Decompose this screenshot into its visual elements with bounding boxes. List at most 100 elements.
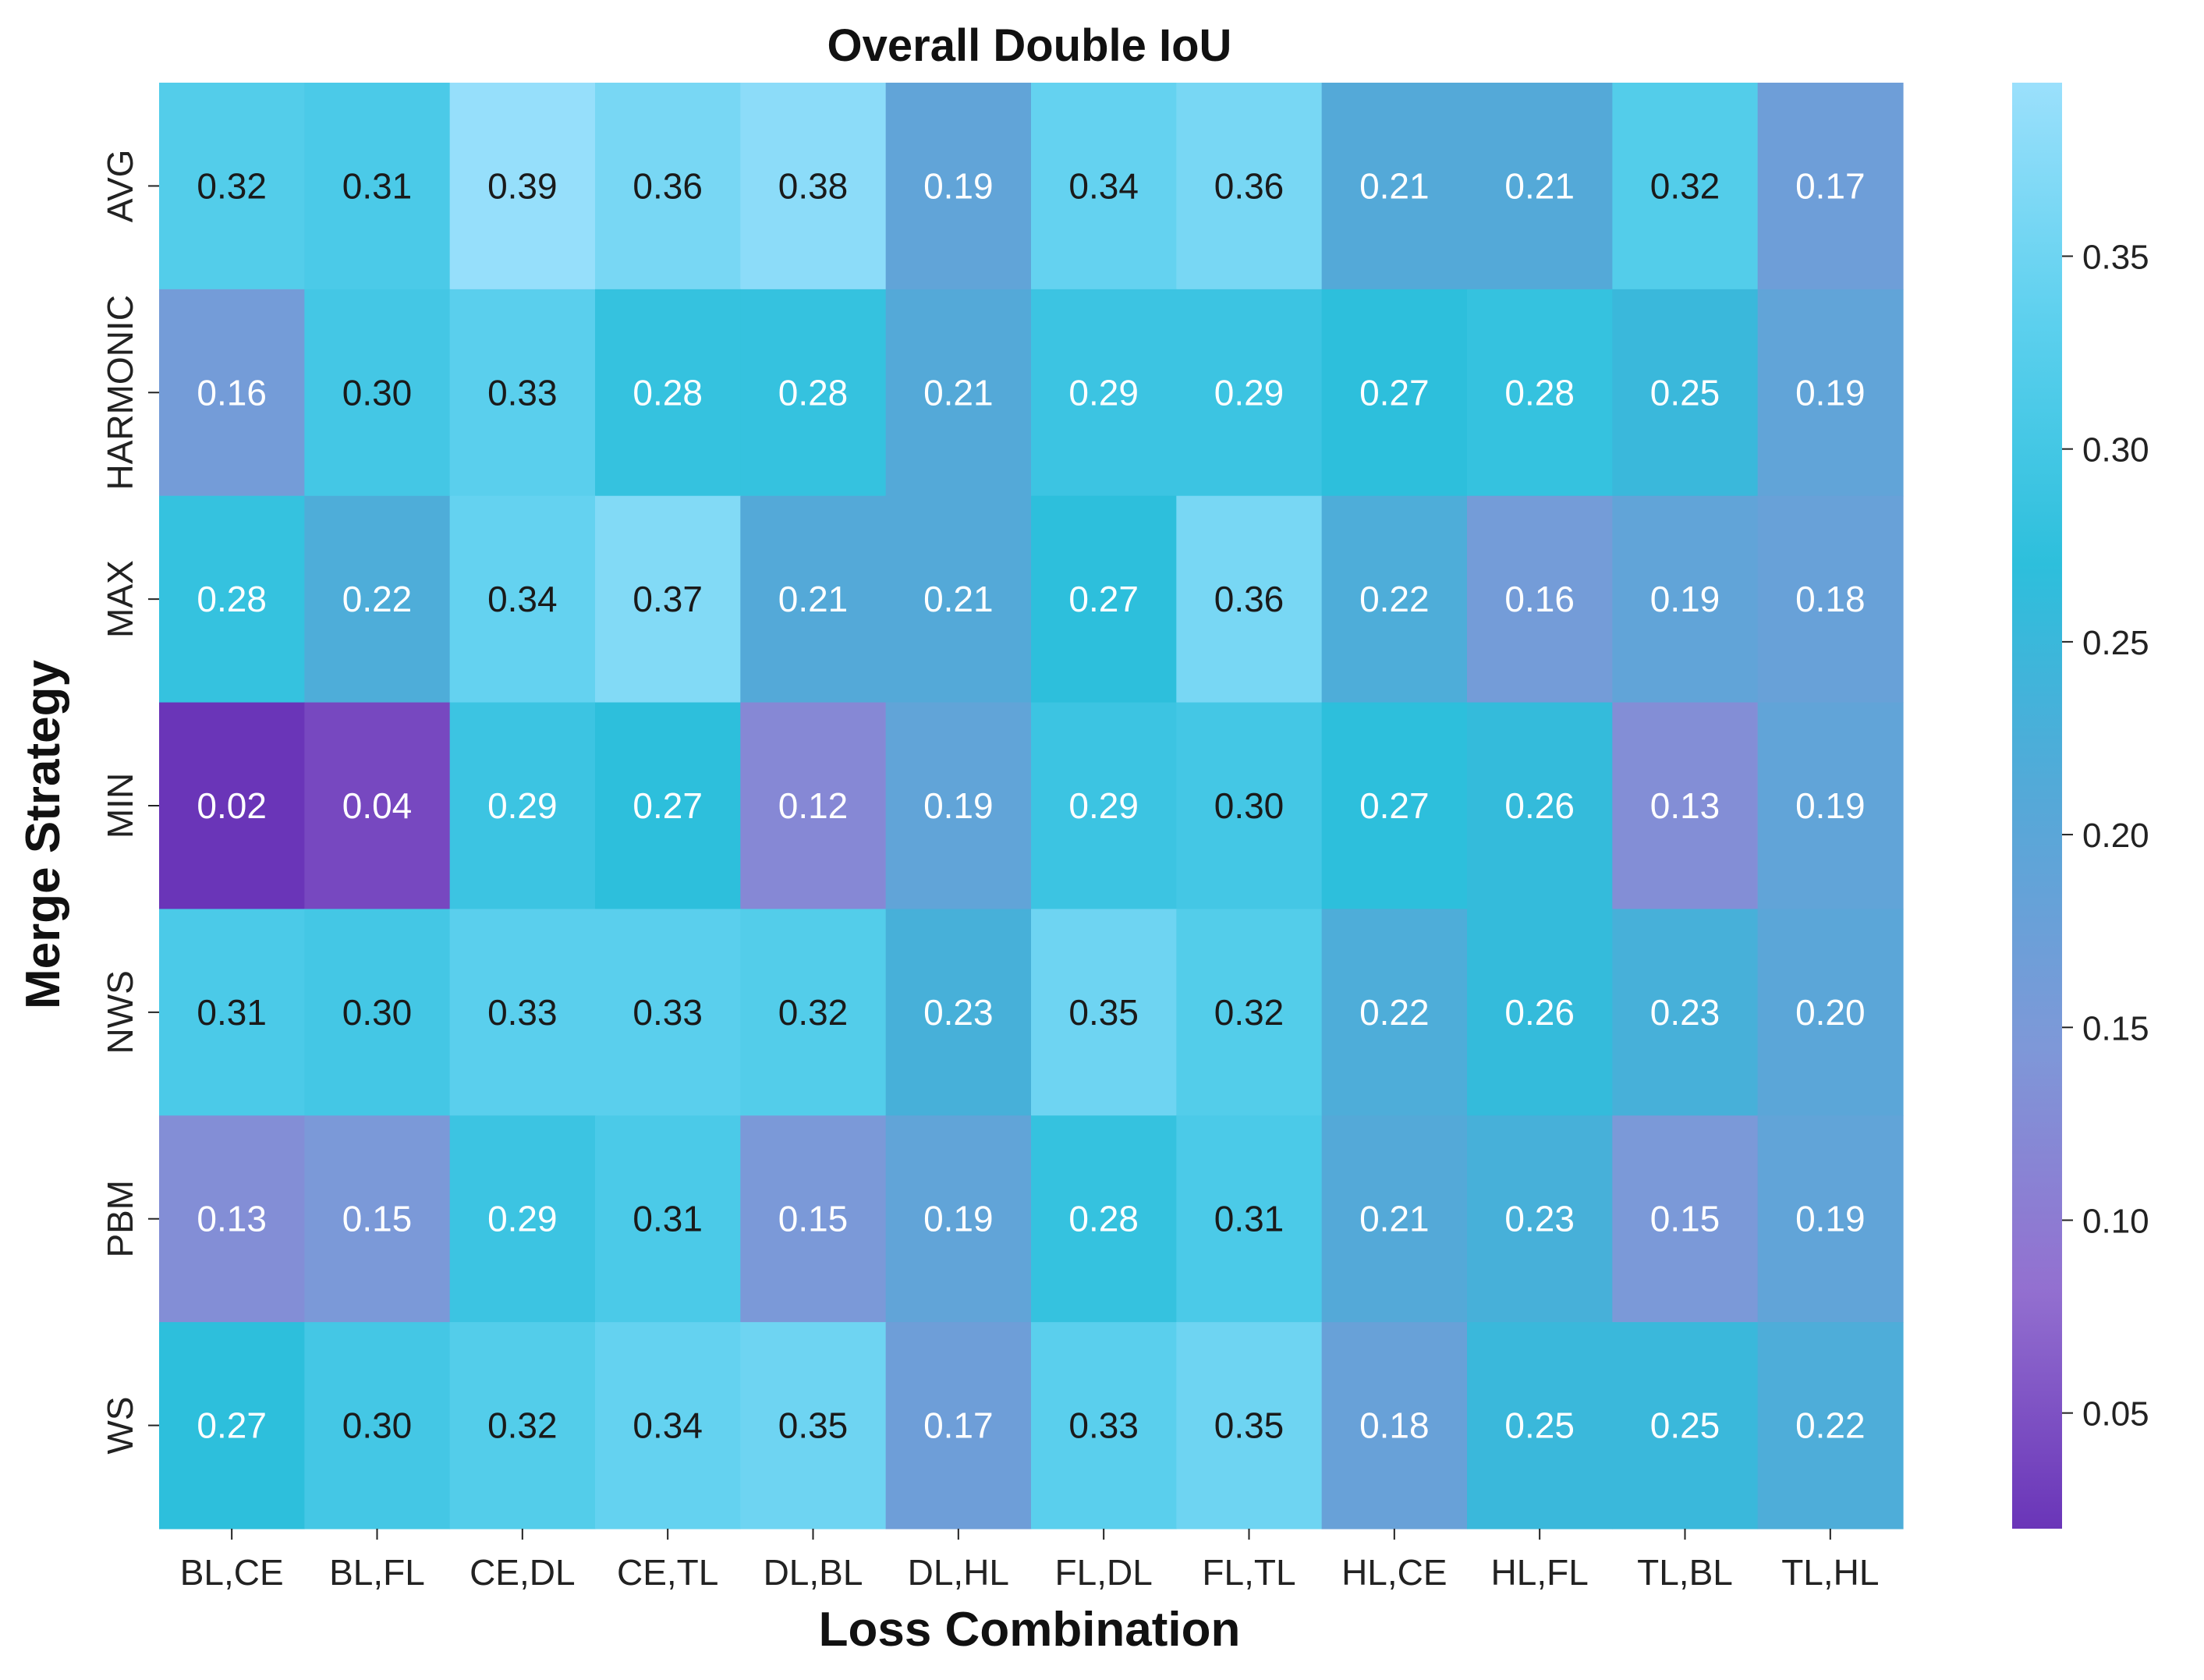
heatmap-cell [595, 1115, 741, 1323]
colorbar-tick-label: 0.25 [2082, 624, 2149, 662]
cell-value-label: 0.32 [1650, 165, 1720, 206]
heatmap-cell [740, 909, 887, 1116]
cell-value-label: 0.33 [487, 372, 558, 413]
heatmap-cell [740, 1115, 887, 1323]
cell-value-label: 0.31 [632, 1199, 703, 1239]
x-tick-label: DL,BL [764, 1552, 863, 1593]
heatmap-cell [449, 1322, 596, 1529]
cell-value-label: 0.28 [1068, 1199, 1139, 1239]
y-tick-label: AVG [100, 150, 140, 223]
heatmap-cell [885, 289, 1032, 497]
cell-value-label: 0.02 [197, 785, 267, 826]
colorbar: 0.05 0.10 0.15 0.20 0.25 0.30 0.35 [2012, 83, 2149, 1529]
cell-value-label: 0.29 [487, 1199, 558, 1239]
heatmap-cell [1321, 1115, 1468, 1323]
heatmap-cell [595, 702, 741, 910]
cell-value-label: 0.23 [1504, 1199, 1575, 1239]
cell-value-label: 0.28 [778, 372, 849, 413]
heatmap-cell [1467, 1322, 1613, 1529]
heatmap-cell [595, 909, 741, 1116]
colorbar-tick-label: 0.15 [2082, 1009, 2149, 1047]
cell-value-label: 0.19 [1795, 785, 1866, 826]
cell-value-label: 0.27 [1068, 579, 1139, 619]
cell-value-label: 0.19 [923, 1199, 994, 1239]
cell-value-label: 0.30 [342, 372, 413, 413]
heatmap-cell [740, 495, 887, 704]
heatmap-cell [740, 289, 887, 497]
y-tick-label: HARMONIC [100, 295, 140, 490]
cell-value-label: 0.17 [923, 1405, 994, 1446]
heatmap-cell [1757, 702, 1904, 910]
heatmap-cell [159, 1322, 305, 1529]
heatmap-cell [1031, 702, 1177, 910]
cell-value-label: 0.26 [1504, 785, 1575, 826]
heatmap-cell [159, 1115, 305, 1323]
heatmap-cell [1612, 289, 1759, 497]
x-tick-label: BL,CE [180, 1552, 284, 1593]
cell-value-label: 0.33 [1068, 1405, 1139, 1446]
cell-value-label: 0.30 [1214, 785, 1284, 826]
cell-value-label: 0.16 [1504, 579, 1575, 619]
y-tick-label: PBM [100, 1180, 140, 1258]
cell-value-label: 0.13 [197, 1199, 267, 1239]
cell-value-label: 0.29 [1214, 372, 1284, 413]
cell-value-label: 0.38 [778, 165, 849, 206]
heatmap-cell [1612, 702, 1759, 910]
y-axis-ticks: AVG HARMONIC MAX MIN NWS PBM WS [100, 150, 159, 1455]
heatmap-cell [1321, 495, 1468, 704]
cell-value-label: 0.27 [197, 1405, 267, 1446]
cell-value-label: 0.21 [1504, 165, 1575, 206]
cell-value-label: 0.27 [1359, 372, 1430, 413]
heatmap-cell [159, 289, 305, 497]
heatmap-cell [740, 1322, 887, 1529]
cell-value-label: 0.28 [632, 372, 703, 413]
cell-value-label: 0.19 [1795, 372, 1866, 413]
cell-value-label: 0.29 [487, 785, 558, 826]
x-tick-label: TL,HL [1781, 1552, 1879, 1593]
cell-value-label: 0.32 [197, 165, 267, 206]
heatmap-cell [885, 83, 1032, 290]
colorbar-tick-label: 0.05 [2082, 1395, 2149, 1434]
heatmap-cell [1031, 1322, 1177, 1529]
cell-value-label: 0.30 [342, 1405, 413, 1446]
colorbar-tick-label: 0.10 [2082, 1202, 2149, 1240]
cell-value-label: 0.21 [778, 579, 849, 619]
heatmap-cell [1031, 289, 1177, 497]
cell-value-label: 0.19 [1795, 1199, 1866, 1239]
cell-value-label: 0.23 [1650, 992, 1720, 1033]
cell-value-label: 0.33 [632, 992, 703, 1033]
x-tick-label: HL,FL [1491, 1552, 1589, 1593]
x-tick-label: FL,DL [1055, 1552, 1153, 1593]
heatmap-cell [1031, 1115, 1177, 1323]
heatmap-cell [1612, 495, 1759, 704]
cell-value-label: 0.21 [1359, 165, 1430, 206]
heatmap-cell [1031, 495, 1177, 704]
cell-value-label: 0.32 [487, 1405, 558, 1446]
heatmap-cell [595, 83, 741, 290]
cell-value-label: 0.16 [197, 372, 267, 413]
heatmap-cell [1757, 289, 1904, 497]
heatmap-cell [1757, 495, 1904, 704]
cell-value-label: 0.25 [1504, 1405, 1575, 1446]
x-axis-ticks: BL,CE BL,FL CE,DL CE,TL DL,BL DL,HL FL,DL FL,TL… [180, 1529, 1879, 1593]
cell-value-label: 0.19 [923, 785, 994, 826]
heatmap-cell [159, 495, 305, 704]
cell-value-label: 0.25 [1650, 1405, 1720, 1446]
heatmap-cell [159, 83, 305, 290]
x-tick-label: BL,FL [329, 1552, 425, 1593]
heatmap-cell [159, 909, 305, 1116]
chart-title: Overall Double IoU [827, 20, 1232, 71]
heatmap-cell [304, 1322, 451, 1529]
heatmap-cell [740, 83, 887, 290]
cell-value-label: 0.15 [342, 1199, 413, 1239]
heatmap-cell [304, 289, 451, 497]
heatmap-cell [304, 83, 451, 290]
colorbar-gradient [2012, 83, 2062, 1529]
cell-value-label: 0.15 [1650, 1199, 1720, 1239]
cell-value-label: 0.35 [778, 1405, 849, 1446]
heatmap-cell [1176, 702, 1323, 910]
cell-value-label: 0.22 [1359, 579, 1430, 619]
cell-value-label: 0.26 [1504, 992, 1575, 1033]
